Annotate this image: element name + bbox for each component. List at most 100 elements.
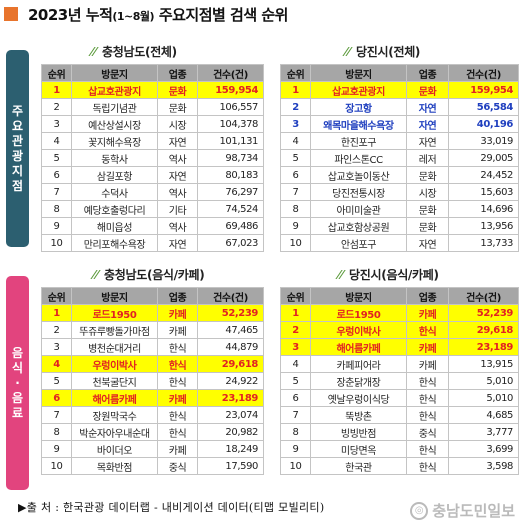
check-marks-icon: //	[87, 45, 99, 58]
table-row: 4 꽃지해수욕장 자연 101,131	[41, 132, 264, 150]
col-header-rank: 순위	[280, 64, 311, 82]
sidebar-label-bottom: 음식·음료	[11, 345, 24, 420]
type-cell: 카페	[406, 304, 449, 322]
count-cell: 76,297	[197, 183, 264, 201]
count-cell: 3,598	[448, 457, 519, 475]
block-title-dangjin-food: // 당진시(음식/카페)	[334, 266, 439, 283]
name-cell: 병천순대거리	[71, 338, 158, 356]
type-cell: 한식	[157, 355, 198, 373]
name-cell: 우렁이박사	[310, 321, 407, 339]
count-cell: 159,954	[448, 81, 519, 99]
table-row: 5 천북굴단지 한식 24,922	[41, 372, 264, 390]
check-marks-icon: //	[89, 268, 101, 281]
count-cell: 3,777	[448, 423, 519, 441]
type-cell: 한식	[406, 321, 449, 339]
col-header-count: 건수(건)	[197, 64, 264, 82]
type-cell: 한식	[157, 406, 198, 424]
rank-cell: 3	[280, 338, 311, 356]
count-cell: 33,019	[448, 132, 519, 150]
count-cell: 80,183	[197, 166, 264, 184]
type-cell: 문화	[406, 200, 449, 218]
type-cell: 한식	[406, 440, 449, 458]
table-row: 8 아미미술관 문화 14,696	[280, 200, 519, 218]
table-row: 7 뚝방촌 한식 4,685	[280, 406, 519, 424]
type-cell: 자연	[406, 234, 449, 252]
rank-cell: 2	[280, 98, 311, 116]
table-row: 2 뚜쥬루빵돌가마점 카페 47,465	[41, 321, 264, 339]
col-header-rank: 순위	[41, 64, 72, 82]
table-dangjin-all: 순위 방문지 업종 건수(건) 1 삽교호관광지 문화 159,954 2 장고항 자연 56,584…	[280, 64, 519, 252]
table-dangjin-food: 순위 방문지 업종 건수(건) 1 로드1950 카페 52,239 2 우렁이박사 한식 29,61…	[280, 287, 519, 475]
count-cell: 23,189	[197, 389, 264, 407]
name-cell: 삼길포항	[71, 166, 158, 184]
col-header-count: 건수(건)	[448, 64, 519, 82]
count-cell: 5,010	[448, 389, 519, 407]
block-title-chungnam-all: // 충청남도(전체)	[87, 43, 178, 60]
rank-cell: 8	[280, 200, 311, 218]
type-cell: 한식	[406, 406, 449, 424]
table-row: 9 삽교호함상공원 문화 13,956	[280, 217, 519, 235]
type-cell: 한식	[157, 372, 198, 390]
table-row: 5 장춘닭개장 한식 5,010	[280, 372, 519, 390]
table-row: 1 로드1950 카페 52,239	[280, 304, 519, 322]
count-cell: 24,922	[197, 372, 264, 390]
type-cell: 시장	[406, 183, 449, 201]
name-cell: 안섬포구	[310, 234, 407, 252]
name-cell: 해어름카페	[310, 338, 407, 356]
title-main: 2023년 누적	[28, 5, 113, 24]
name-cell: 당진전통시장	[310, 183, 407, 201]
count-cell: 3,699	[448, 440, 519, 458]
block-title-chungnam-food: // 충청남도(음식/카페)	[89, 266, 205, 283]
rank-cell: 4	[280, 132, 311, 150]
type-cell: 문화	[157, 81, 198, 99]
count-cell: 13,733	[448, 234, 519, 252]
name-cell: 목화반점	[71, 457, 158, 475]
name-cell: 카페피어라	[310, 355, 407, 373]
col-header-count: 건수(건)	[448, 287, 519, 305]
sidebar-food-drink: 음식·음료	[6, 276, 29, 490]
count-cell: 14,696	[448, 200, 519, 218]
table-row: 5 동학사 역사 98,734	[41, 149, 264, 167]
rank-cell: 5	[280, 149, 311, 167]
count-cell: 13,915	[448, 355, 519, 373]
source-note: ▶출 처 : 한국관광 데이터랩 - 내비게이션 데이터(티맵 모빌리티)	[18, 501, 325, 514]
count-cell: 18,249	[197, 440, 264, 458]
name-cell: 장춘닭개장	[310, 372, 407, 390]
col-header-name: 방문지	[310, 64, 407, 82]
count-cell: 56,584	[448, 98, 519, 116]
name-cell: 박순자아우내순대	[71, 423, 158, 441]
count-cell: 98,734	[197, 149, 264, 167]
rank-cell: 4	[41, 132, 72, 150]
table-row: 2 우렁이박사 한식 29,618	[280, 321, 519, 339]
count-cell: 23,189	[448, 338, 519, 356]
count-cell: 15,603	[448, 183, 519, 201]
rank-cell: 10	[280, 234, 311, 252]
count-cell: 101,131	[197, 132, 264, 150]
name-cell: 장고항	[310, 98, 407, 116]
type-cell: 카페	[157, 389, 198, 407]
block-title-dangjin-all: // 당진시(전체)	[342, 43, 421, 60]
type-cell: 레저	[406, 149, 449, 167]
sidebar-label-top: 주요관광지점	[11, 103, 24, 193]
count-cell: 40,196	[448, 115, 519, 133]
name-cell: 미당면옥	[310, 440, 407, 458]
table-row: 3 해어름카페 카페 23,189	[280, 338, 519, 356]
table-row: 9 미당면옥 한식 3,699	[280, 440, 519, 458]
rank-cell: 5	[41, 149, 72, 167]
check-marks-icon: //	[334, 268, 346, 281]
table-row: 4 우렁이박사 한식 29,618	[41, 355, 264, 373]
type-cell: 자연	[157, 234, 198, 252]
type-cell: 한식	[406, 389, 449, 407]
name-cell: 동학사	[71, 149, 158, 167]
rank-cell: 9	[280, 440, 311, 458]
count-cell: 104,378	[197, 115, 264, 133]
name-cell: 예당호출렁다리	[71, 200, 158, 218]
count-cell: 47,465	[197, 321, 264, 339]
table-row: 9 해미읍성 역사 69,486	[41, 217, 264, 235]
name-cell: 바이더오	[71, 440, 158, 458]
rank-cell: 6	[280, 166, 311, 184]
col-header-name: 방문지	[310, 287, 407, 305]
rank-cell: 7	[280, 183, 311, 201]
watermark-text: 충남도민일보	[432, 502, 515, 520]
type-cell: 카페	[406, 338, 449, 356]
